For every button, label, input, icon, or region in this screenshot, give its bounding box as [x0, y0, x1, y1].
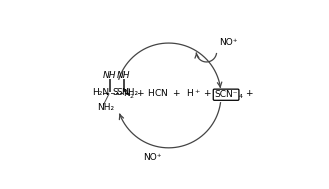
- Text: SCN⁻: SCN⁻: [215, 90, 238, 99]
- Text: NH: NH: [117, 70, 131, 80]
- Text: NH₂: NH₂: [121, 88, 139, 97]
- Text: H₂N: H₂N: [92, 88, 109, 97]
- Text: S: S: [112, 88, 118, 97]
- Text: NO⁺: NO⁺: [219, 38, 237, 47]
- Text: NO⁺: NO⁺: [143, 153, 161, 162]
- Text: N$_2$ + HCN  +  H$^+$ + H$_2$SO$_4$ +: N$_2$ + HCN + H$^+$ + H$_2$SO$_4$ +: [123, 88, 254, 101]
- Text: NH: NH: [103, 70, 116, 80]
- Text: S: S: [116, 88, 122, 97]
- Text: NH₂: NH₂: [97, 103, 114, 112]
